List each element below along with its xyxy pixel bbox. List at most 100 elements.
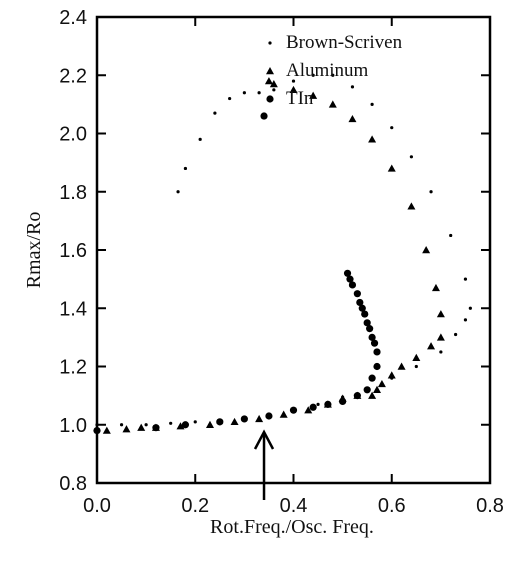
data-point-aluminum (348, 114, 357, 123)
data-point-tin (356, 298, 364, 307)
legend-label: Aluminum (286, 60, 369, 81)
legend: Brown-Scriven Aluminum TIn (266, 32, 403, 109)
data-point-aluminum (407, 202, 416, 210)
data-point-tin (181, 421, 190, 429)
data-point-tin (289, 406, 298, 414)
data-point-tin (361, 310, 369, 318)
data-point-brown-scriven (463, 277, 468, 281)
data-point-tin (309, 403, 317, 411)
data-point-aluminum (422, 246, 431, 254)
data-point-aluminum (328, 100, 337, 108)
data-point-tin (339, 397, 347, 406)
data-point-brown-scriven (176, 190, 180, 194)
data-point-tin (93, 426, 101, 435)
data-point-brown-scriven (311, 73, 315, 77)
data-point-brown-scriven (119, 423, 124, 427)
data-point-brown-scriven (429, 190, 433, 194)
tick-labels: 0.0 0.2 0.4 0.6 0.8 0.8 1.0 1.2 1.4 1.6 1.8 2.0 2.2 2… (59, 7, 504, 517)
data-point-tin (363, 319, 371, 327)
y-tick-label: 2.4 (59, 7, 87, 29)
legend-marker (266, 95, 274, 103)
data-point-tin (353, 392, 361, 400)
data-point-brown-scriven (409, 155, 413, 159)
data-point-aluminum (102, 426, 111, 434)
legend-marker (266, 67, 274, 75)
y-tick-label: 1.6 (59, 240, 87, 262)
data-point-aluminum (309, 91, 318, 99)
data-point-brown-scriven (370, 102, 374, 106)
data-point-tin (373, 362, 381, 371)
data-point-tin (363, 386, 371, 394)
legend-marker (268, 41, 272, 45)
data-point-aluminum (230, 417, 239, 426)
data-point-aluminum (436, 310, 445, 318)
data-point-brown-scriven (242, 91, 246, 95)
data-point-brown-scriven (213, 111, 217, 115)
x-tick-label: 0.8 (476, 495, 504, 517)
y-tick-label: 1.4 (59, 298, 87, 320)
data-point-tin (368, 374, 376, 382)
data-point-tin (324, 400, 332, 408)
data-point-brown-scriven (463, 318, 468, 322)
data-point-tin (343, 269, 352, 277)
y-tick-label: 2.2 (59, 65, 87, 87)
data-point-brown-scriven (169, 421, 173, 425)
data-point-aluminum (373, 385, 382, 393)
data-point-brown-scriven (144, 423, 148, 427)
data-point-tin (346, 275, 354, 283)
data-point-aluminum (289, 85, 298, 94)
data-point-tin (373, 348, 381, 356)
data-point-aluminum (412, 353, 421, 361)
data-point-aluminum (264, 77, 273, 85)
data-point-brown-scriven (272, 88, 276, 92)
arrow-head (253, 429, 275, 450)
data-point-aluminum (377, 379, 386, 388)
y-axis-title: Rmax/Ro (23, 212, 45, 289)
data-point-brown-scriven (257, 91, 261, 95)
x-tick-label: 0.2 (181, 495, 209, 517)
data-point-aluminum (368, 391, 377, 399)
data-point-aluminum (269, 79, 278, 88)
y-tick-label: 1.2 (59, 357, 87, 379)
data-point-aluminum (387, 371, 396, 379)
data-point-tin (366, 325, 374, 333)
data-point-aluminum (176, 422, 185, 430)
data-point-aluminum (304, 406, 313, 414)
data-point-brown-scriven (291, 79, 296, 83)
data-point-aluminum (255, 414, 264, 423)
data-point-brown-scriven (228, 96, 232, 101)
data-point-brown-scriven (449, 233, 453, 238)
annotation-arrow (253, 429, 275, 500)
y-tick-label: 2.0 (59, 124, 87, 146)
x-tick-label: 0.4 (280, 495, 308, 517)
data-point-brown-scriven (350, 85, 355, 89)
data-point-brown-scriven (331, 73, 335, 77)
data-point-brown-scriven (316, 402, 320, 406)
data-point-aluminum (279, 410, 288, 418)
data-point-aluminum (205, 420, 214, 428)
legend-label: Brown-Scriven (286, 32, 403, 53)
data-point-aluminum (368, 135, 377, 143)
data-point-tin (358, 304, 366, 312)
data-point-brown-scriven (198, 137, 202, 141)
data-point-tin (348, 281, 357, 289)
data-point-brown-scriven (183, 166, 188, 171)
data-point-aluminum (387, 164, 396, 172)
x-axis-title: Rot.Freq./Osc. Freq. (210, 516, 374, 538)
legend-label: TIn (286, 88, 314, 109)
data-point-tin (216, 418, 224, 426)
data-point-tin (353, 290, 361, 298)
data-point-tin (152, 424, 160, 432)
y-tick-label: 0.8 (59, 473, 87, 495)
data-marks (93, 73, 472, 435)
x-tick-label: 0.6 (378, 495, 406, 517)
data-point-tin (370, 339, 379, 347)
data-point-tin (368, 333, 376, 341)
data-point-brown-scriven (454, 332, 458, 337)
x-tick-label: 0.0 (83, 495, 111, 517)
data-point-brown-scriven (439, 350, 443, 354)
data-point-brown-scriven (468, 306, 472, 310)
data-point-aluminum (427, 342, 436, 350)
y-tick-label: 1.8 (59, 182, 87, 204)
